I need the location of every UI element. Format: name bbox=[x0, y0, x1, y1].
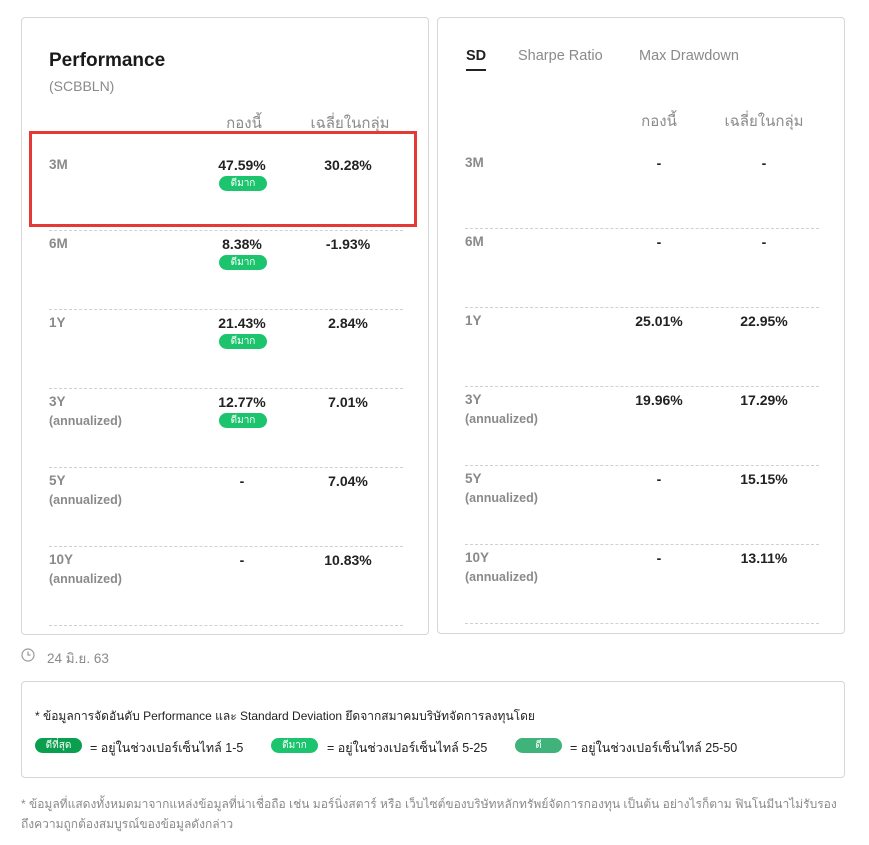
period-label: 5Y bbox=[49, 473, 66, 488]
col-header-fund: กองนี้ bbox=[226, 115, 262, 132]
period-label: 6M bbox=[49, 236, 68, 251]
period-label: 10Y bbox=[49, 552, 74, 567]
rating-badge: ดีมาก bbox=[219, 413, 267, 428]
period-sublabel: (annualized) bbox=[49, 493, 122, 507]
col-header-group-avg: เฉลี่ยในกลุ่ม bbox=[310, 115, 390, 132]
fund-value: 25.01% bbox=[635, 313, 683, 329]
badge-very-good: ดีมาก bbox=[271, 738, 318, 753]
row-divider bbox=[465, 228, 819, 229]
table-row: 3M - - bbox=[465, 155, 819, 229]
period-label: 10Y bbox=[465, 550, 490, 565]
rating-badge: ดีมาก bbox=[219, 255, 267, 270]
table-row: 5Y (annualized) - 7.04% bbox=[49, 473, 403, 547]
date-text: 24 มิ.ย. 63 bbox=[47, 651, 109, 666]
row-divider bbox=[49, 625, 403, 626]
performance-title: Performance bbox=[49, 50, 166, 71]
period-label: 3Y bbox=[465, 392, 482, 407]
table-row: 3Y (annualized) 12.77% ดีมาก 7.01% bbox=[49, 394, 403, 468]
fund-value: 21.43% bbox=[218, 315, 266, 331]
period-sublabel: (annualized) bbox=[49, 414, 122, 428]
table-row: 6M 8.38% ดีมาก -1.93% bbox=[49, 236, 403, 310]
period-label: 6M bbox=[465, 234, 484, 249]
period-label: 3M bbox=[465, 155, 484, 170]
table-row: 3M 47.59% ดีมาก 30.28% bbox=[49, 157, 403, 231]
legend-text: = อยู่ในช่วงเปอร์เซ็นไทล์ 25-50 bbox=[570, 741, 738, 755]
period-sublabel: (annualized) bbox=[465, 412, 538, 426]
col-header-group-avg: เฉลี่ยในกลุ่ม bbox=[724, 113, 804, 130]
tab-sharpe-ratio[interactable]: Sharpe Ratio bbox=[518, 48, 603, 64]
rating-badge: ดีมาก bbox=[219, 334, 267, 349]
table-row: 5Y (annualized) - 15.15% bbox=[465, 471, 819, 545]
fund-value: - bbox=[656, 234, 662, 250]
group-avg-value: - bbox=[761, 155, 767, 171]
fund-code: (SCBBLN) bbox=[49, 78, 115, 94]
table-row: 3Y (annualized) 19.96% 17.29% bbox=[465, 392, 819, 466]
legend-note: * ข้อมูลการจัดอันดับ Performance และ Sta… bbox=[35, 709, 535, 723]
risk-card: SD Sharpe Ratio Max Drawdown กองนี้ เฉลี… bbox=[437, 17, 845, 634]
badge-good: ดี bbox=[515, 738, 562, 753]
fund-value: 19.96% bbox=[635, 392, 683, 408]
tab-max-drawdown[interactable]: Max Drawdown bbox=[639, 48, 739, 64]
table-row: 10Y (annualized) - 13.11% bbox=[465, 550, 819, 624]
group-avg-value: 13.11% bbox=[740, 550, 788, 566]
period-label: 1Y bbox=[465, 313, 482, 328]
row-divider bbox=[49, 546, 403, 547]
row-divider bbox=[49, 230, 403, 231]
performance-card: Performance (SCBBLN) กองนี้ เฉลี่ยในกลุ่… bbox=[21, 17, 429, 635]
row-divider bbox=[465, 544, 819, 545]
fund-value: - bbox=[656, 550, 662, 566]
table-row: 1Y 21.43% ดีมาก 2.84% bbox=[49, 315, 403, 389]
fund-value: - bbox=[239, 473, 245, 489]
group-avg-value: 7.01% bbox=[328, 394, 368, 410]
fund-value: 8.38% bbox=[222, 236, 262, 252]
table-row: 1Y 25.01% 22.95% bbox=[465, 313, 819, 387]
tab-sd[interactable]: SD bbox=[466, 48, 487, 71]
legend-text: = อยู่ในช่วงเปอร์เซ็นไทล์ 5-25 bbox=[327, 741, 488, 755]
rating-badge: ดีมาก bbox=[219, 176, 267, 191]
row-divider bbox=[465, 623, 819, 624]
row-divider bbox=[49, 388, 403, 389]
group-avg-value: 17.29% bbox=[740, 392, 788, 408]
period-label: 5Y bbox=[465, 471, 482, 486]
legend-text: = อยู่ในช่วงเปอร์เซ็นไทล์ 1-5 bbox=[90, 741, 244, 755]
period-sublabel: (annualized) bbox=[465, 491, 538, 505]
row-divider bbox=[49, 309, 403, 310]
period-sublabel: (annualized) bbox=[465, 570, 538, 584]
fund-value: 47.59% bbox=[218, 157, 266, 173]
group-avg-value: 22.95% bbox=[740, 313, 788, 329]
fund-value: - bbox=[656, 155, 662, 171]
col-header-fund: กองนี้ bbox=[641, 113, 677, 130]
table-row: 10Y (annualized) - 10.83% bbox=[49, 552, 403, 626]
group-avg-value: 30.28% bbox=[324, 157, 372, 173]
table-row: 6M - - bbox=[465, 234, 819, 308]
period-label: 1Y bbox=[49, 315, 66, 330]
group-avg-value: 2.84% bbox=[328, 315, 368, 331]
group-avg-value: -1.93% bbox=[325, 236, 371, 252]
fund-value: - bbox=[656, 471, 662, 487]
group-avg-value: 7.04% bbox=[328, 473, 368, 489]
fund-value: - bbox=[239, 552, 245, 568]
clock-icon bbox=[21, 648, 35, 662]
period-sublabel: (annualized) bbox=[49, 572, 122, 586]
group-avg-value: 10.83% bbox=[324, 552, 372, 568]
row-divider bbox=[465, 386, 819, 387]
row-divider bbox=[465, 465, 819, 466]
row-divider bbox=[49, 467, 403, 468]
legend-box: * ข้อมูลการจัดอันดับ Performance และ Sta… bbox=[21, 681, 845, 778]
fund-value: 12.77% bbox=[218, 394, 266, 410]
group-avg-value: 15.15% bbox=[740, 471, 788, 487]
period-label: 3Y bbox=[49, 394, 66, 409]
badge-best: ดีที่สุด bbox=[35, 738, 82, 753]
period-label: 3M bbox=[49, 157, 68, 172]
row-divider bbox=[465, 307, 819, 308]
disclaimer-footnote: * ข้อมูลที่แสดงทั้งหมดมาจากแหล่งข้อมูลที… bbox=[21, 797, 837, 831]
group-avg-value: - bbox=[761, 234, 767, 250]
